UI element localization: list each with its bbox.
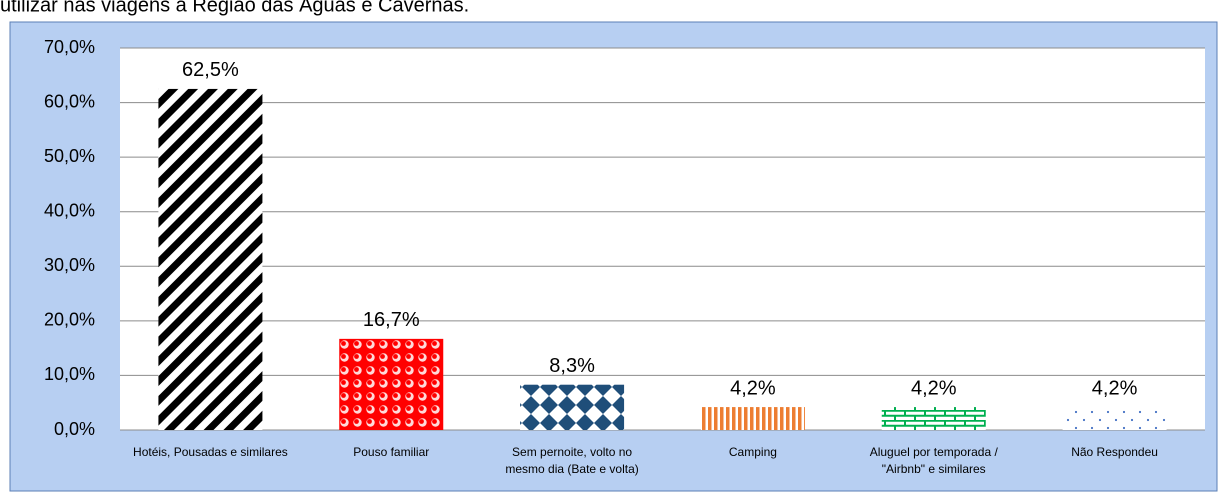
y-tick-label: 50,0% — [44, 146, 95, 166]
data-label: 4,2% — [1092, 377, 1138, 399]
x-tick-label: Pouso familiar — [353, 445, 430, 459]
data-label: 16,7% — [363, 309, 420, 331]
bar — [520, 384, 625, 430]
bar — [339, 338, 444, 430]
x-tick-label: Aluguel por temporada / "Airbnb" e simil… — [869, 445, 998, 476]
bar — [1062, 407, 1167, 430]
y-tick-label: 20,0% — [44, 310, 95, 330]
data-label: 8,3% — [549, 355, 595, 377]
y-tick-label: 30,0% — [44, 255, 95, 275]
x-tick-label: Não Respondeu — [1071, 445, 1158, 459]
chart-title: utilizar nas viagens à Região das Águas … — [0, 0, 469, 16]
data-label: 4,2% — [730, 377, 776, 399]
y-tick-label: 60,0% — [44, 91, 95, 111]
plot-area — [120, 48, 1205, 430]
y-tick-label: 10,0% — [44, 364, 95, 384]
x-tick-label: Camping — [728, 445, 777, 459]
bar — [158, 88, 263, 430]
y-tick-label: 0,0% — [54, 419, 95, 439]
bar — [881, 407, 986, 430]
x-tick-label: Sem pernoite, volto no mesmo dia (Bate e… — [505, 445, 639, 476]
data-label: 62,5% — [182, 59, 239, 81]
x-tick-label: Hotéis, Pousadas e similares — [133, 445, 288, 459]
y-tick-label: 70,0% — [44, 37, 95, 57]
y-tick-label: 40,0% — [44, 200, 95, 220]
data-label: 4,2% — [911, 377, 957, 399]
bar — [700, 407, 805, 430]
